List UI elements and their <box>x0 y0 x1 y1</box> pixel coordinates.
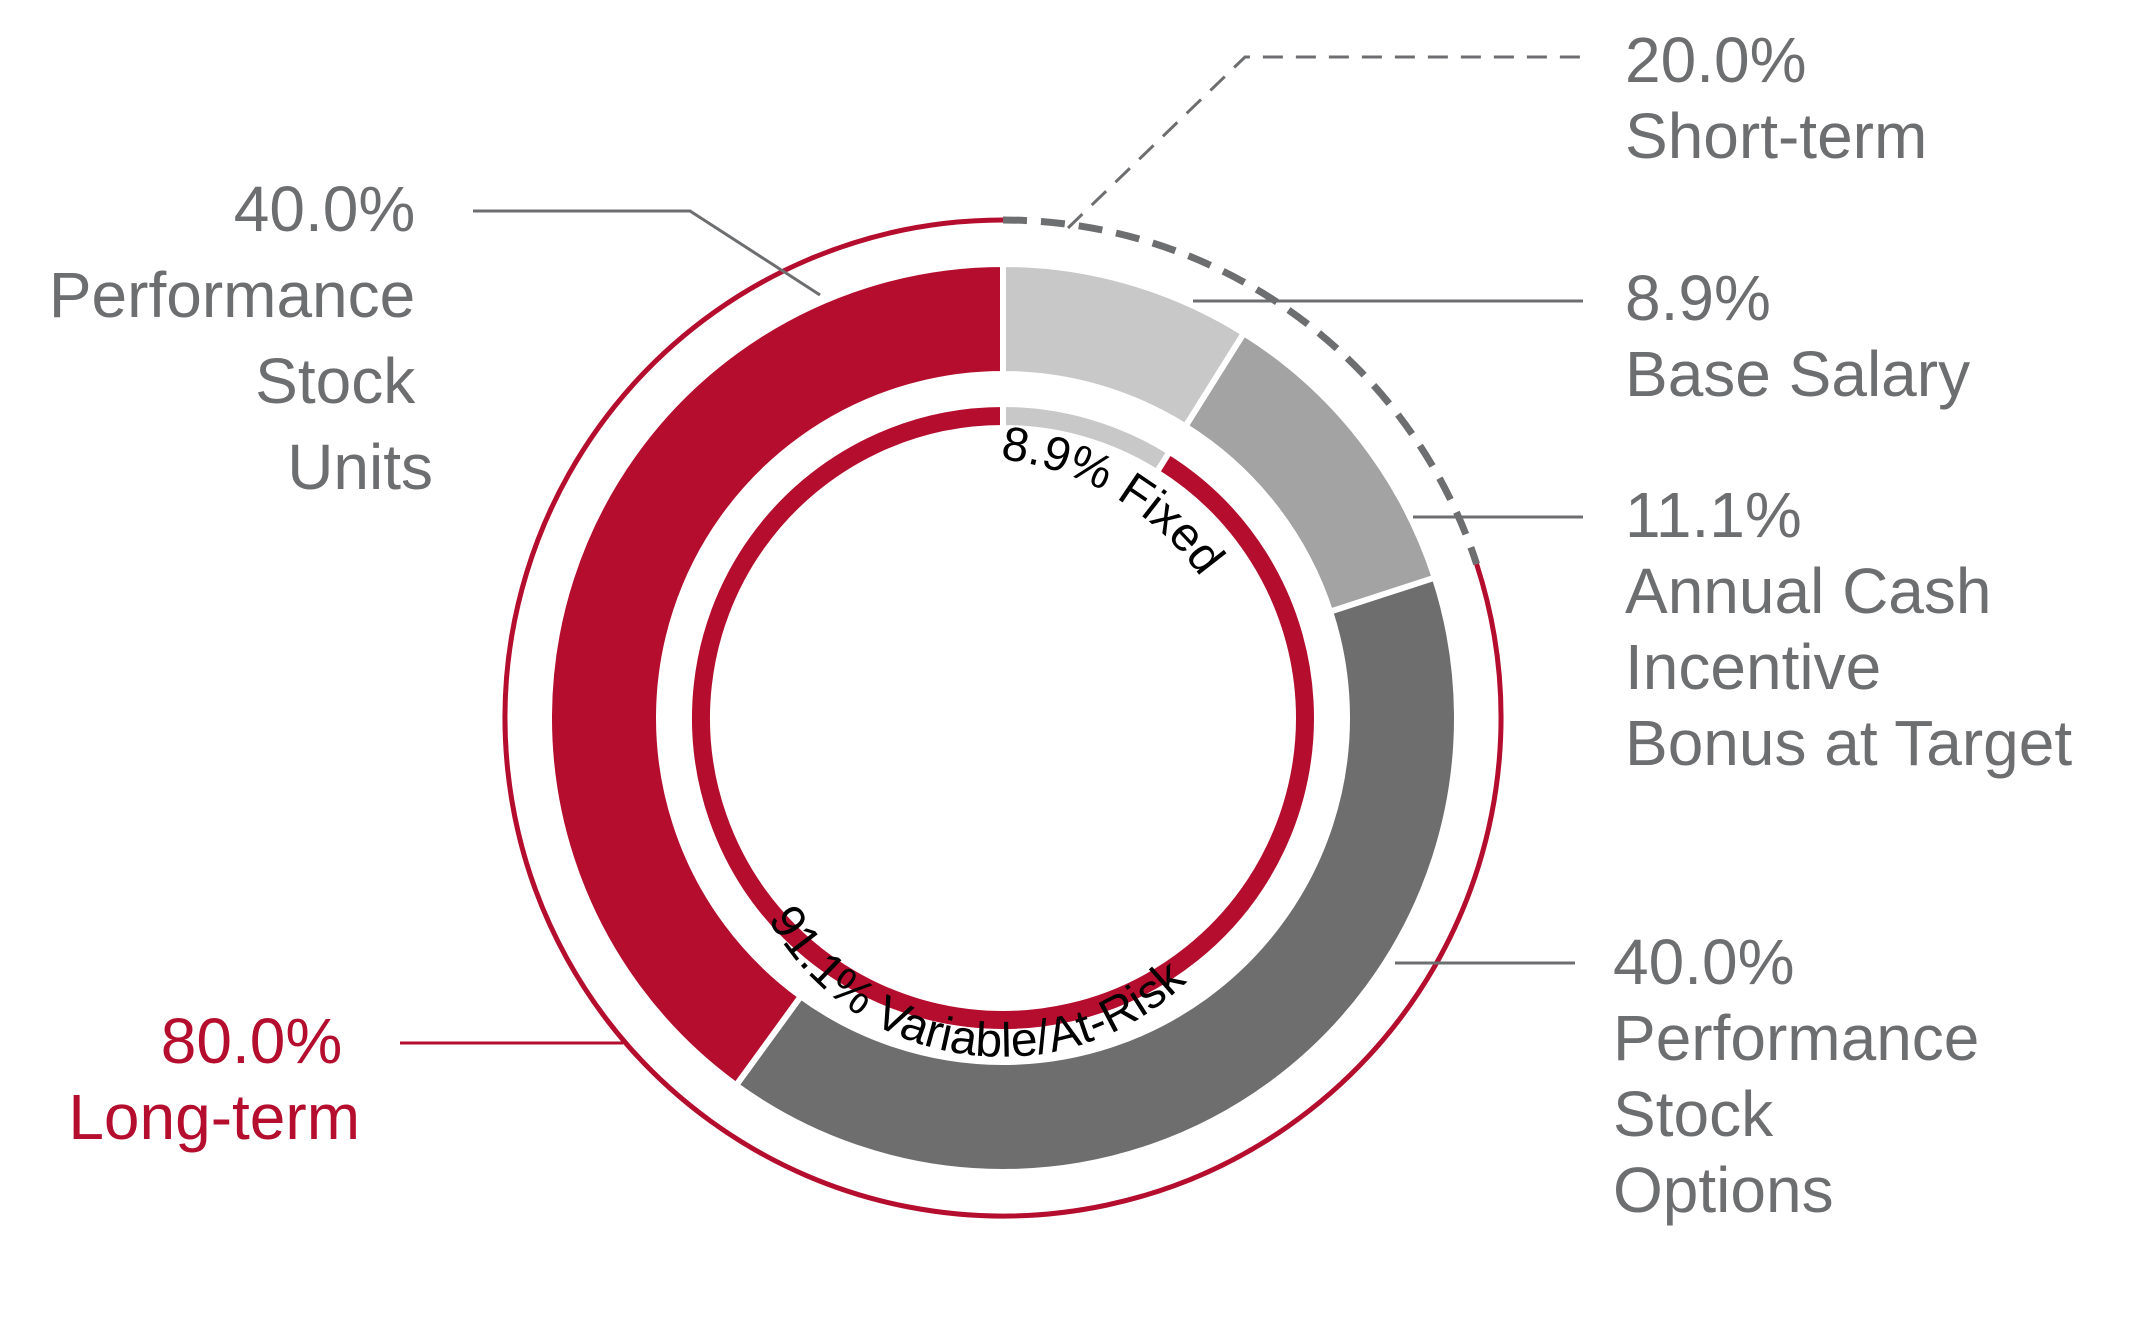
leader-lines <box>400 55 1583 1045</box>
psu-line-2: Stock <box>255 345 416 417</box>
annual-cash-line-3: Bonus at Target <box>1625 707 2072 779</box>
segment-annual-cash <box>1181 329 1439 616</box>
segment-psu <box>546 260 1006 1090</box>
base-salary-label: 8.9% Base Salary <box>1625 262 1970 410</box>
long-term-label: 80.0% Long-term <box>68 1005 360 1153</box>
psu-line-3: Units <box>287 431 433 503</box>
compensation-segments <box>546 260 1460 1175</box>
annual-cash-pct: 11.1% <box>1625 479 1802 551</box>
segment-pso <box>731 573 1460 1175</box>
annual-cash-line-2: Incentive <box>1625 631 1881 703</box>
pso-pct: 40.0% <box>1613 926 1794 998</box>
outer-long-term <box>502 217 1504 1219</box>
inner-variable <box>686 400 1320 1035</box>
outer-short-term <box>1002 216 1480 566</box>
base-salary-pct: 8.9% <box>1625 262 1771 334</box>
pso-line-1: Performance <box>1613 1002 1979 1074</box>
annual-cash-label: 11.1% Annual Cash Incentive Bonus at Tar… <box>1625 479 2072 779</box>
pso-label: 40.0% Performance Stock Options <box>1613 926 1997 1226</box>
leader-psu <box>473 209 821 297</box>
outer-term-ring <box>502 216 1504 1219</box>
psu-pct: 40.0% <box>234 173 415 245</box>
psu-line-1: Performance <box>49 259 415 331</box>
long-term-pct: 80.0% <box>161 1005 342 1077</box>
short-term-line: Short-term <box>1625 100 1927 172</box>
short-term-label: 20.0% Short-term <box>1625 24 1927 172</box>
pso-line-2: Stock <box>1613 1078 1774 1150</box>
psu-label: 40.0% Performance Stock Units <box>49 173 433 503</box>
long-term-line: Long-term <box>68 1081 360 1153</box>
pso-line-3: Options <box>1613 1154 1834 1226</box>
base-salary-line: Base Salary <box>1625 338 1970 410</box>
fixed-variable-ring <box>686 400 1320 1035</box>
annual-cash-line-1: Annual Cash <box>1625 555 1991 627</box>
short-term-pct: 20.0% <box>1625 24 1806 96</box>
leader-short-term <box>1066 55 1580 230</box>
